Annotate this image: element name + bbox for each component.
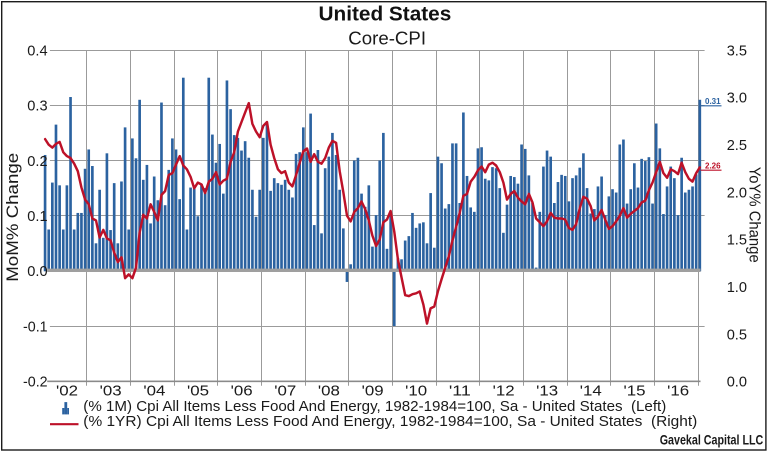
svg-text:0.1: 0.1 [27,208,47,225]
svg-text:0.2: 0.2 [27,153,47,170]
svg-text:'09: '09 [362,383,384,400]
svg-text:YoY% Change: YoY% Change [746,167,763,263]
svg-text:Gavekal Capital LLC: Gavekal Capital LLC [660,433,764,448]
svg-text:(% 1M) Cpi All Items Less Food: (% 1M) Cpi All Items Less Food And Energ… [83,399,666,415]
svg-text:0.3: 0.3 [27,98,47,115]
svg-text:'08: '08 [318,383,340,400]
svg-text:'14: '14 [580,383,602,400]
svg-text:'03: '03 [100,383,122,400]
svg-text:3.0: 3.0 [727,90,747,107]
svg-text:'02: '02 [56,383,78,400]
svg-text:Core-CPI: Core-CPI [348,29,426,49]
svg-text:'10: '10 [405,383,427,400]
svg-text:'06: '06 [231,383,253,400]
svg-text:'13: '13 [536,383,558,400]
svg-text:-0.1: -0.1 [23,318,48,335]
svg-text:'05: '05 [187,383,209,400]
svg-text:United States: United States [319,4,452,26]
svg-text:0.0: 0.0 [727,374,747,391]
svg-text:'12: '12 [493,383,515,400]
svg-text:'15: '15 [624,383,646,400]
svg-text:2.26: 2.26 [705,161,721,171]
svg-text:3.5: 3.5 [727,42,747,59]
svg-text:MoM% Change: MoM% Change [3,153,22,282]
svg-text:1.5: 1.5 [727,232,747,249]
svg-text:(% 1YR) Cpi All Items Less Foo: (% 1YR) Cpi All Items Less Food And Ener… [83,414,697,430]
svg-text:2.5: 2.5 [727,137,747,154]
svg-text:'04: '04 [143,383,165,400]
svg-text:-0.2: -0.2 [23,374,48,391]
svg-text:'11: '11 [449,383,471,400]
svg-text:'07: '07 [274,383,296,400]
svg-text:2.0: 2.0 [727,184,747,201]
svg-text:0.0: 0.0 [27,263,47,280]
svg-text:0.5: 0.5 [727,326,747,343]
svg-text:1.0: 1.0 [727,279,747,296]
svg-text:0.31: 0.31 [705,96,721,106]
svg-text:0.4: 0.4 [27,42,47,59]
svg-text:'16: '16 [667,383,689,400]
